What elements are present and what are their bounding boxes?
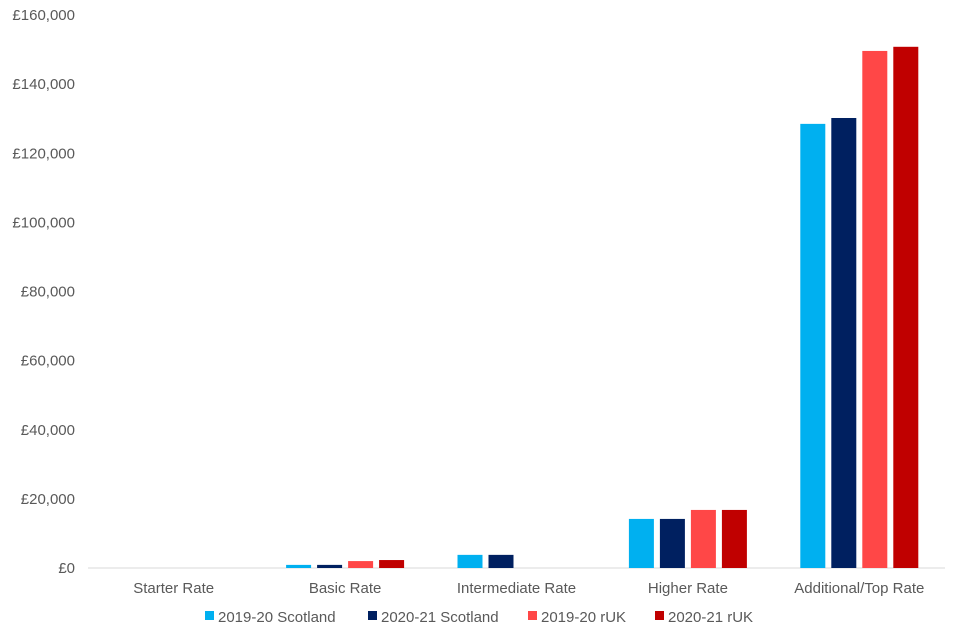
- x-tick-label: Intermediate Rate: [457, 580, 576, 597]
- y-tick-label: £140,000: [12, 76, 75, 93]
- x-tick-label: Starter Rate: [133, 580, 214, 597]
- y-tick-label: £60,000: [21, 353, 75, 370]
- y-tick-label: £0: [58, 560, 75, 577]
- y-tick-label: £100,000: [12, 214, 75, 231]
- legend-swatch: [205, 611, 214, 620]
- legend-swatch: [528, 611, 537, 620]
- y-tick-label: £120,000: [12, 145, 75, 162]
- bar-2020-21-scotland: [488, 554, 514, 568]
- bar-2019-20-ruk: [862, 50, 888, 568]
- bar-2020-21-ruk: [893, 46, 919, 569]
- bar-2020-21-scotland: [659, 518, 685, 568]
- bar-2020-21-scotland: [317, 564, 343, 568]
- x-tick-label: Basic Rate: [309, 580, 382, 597]
- legend-swatch: [655, 611, 664, 620]
- bar-2020-21-ruk: [379, 560, 405, 568]
- legend-label: 2020-21 Scotland: [381, 609, 499, 626]
- legend-swatch: [368, 611, 377, 620]
- bar-2019-20-scotland: [800, 123, 826, 568]
- bar-2019-20-scotland: [286, 564, 312, 568]
- legend-label: 2019-20 rUK: [541, 609, 626, 626]
- bar-2020-21-scotland: [831, 117, 857, 568]
- y-tick-label: £20,000: [21, 491, 75, 508]
- bar-2019-20-ruk: [690, 509, 716, 568]
- y-tick-label: £40,000: [21, 422, 75, 439]
- bar-2020-21-ruk: [721, 509, 747, 568]
- x-tick-label: Additional/Top Rate: [794, 580, 924, 597]
- x-tick-label: Higher Rate: [648, 580, 728, 597]
- bar-2019-20-ruk: [348, 561, 374, 568]
- legend-label: 2019-20 Scotland: [218, 609, 336, 626]
- bar-2019-20-scotland: [457, 554, 483, 568]
- y-tick-label: £160,000: [12, 7, 75, 24]
- legend-label: 2020-21 rUK: [668, 609, 753, 626]
- bar-2019-20-scotland: [628, 518, 654, 568]
- y-tick-label: £80,000: [21, 284, 75, 301]
